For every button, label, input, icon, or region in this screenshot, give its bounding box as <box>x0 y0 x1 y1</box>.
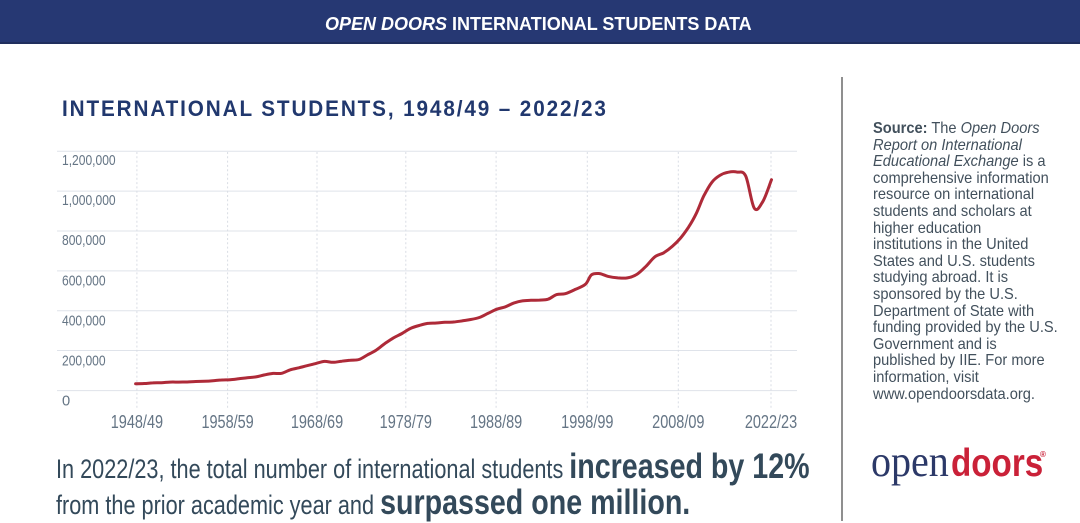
svg-text:1,000,000: 1,000,000 <box>62 193 116 209</box>
svg-text:2022/23: 2022/23 <box>745 412 797 432</box>
svg-text:600,000: 600,000 <box>62 273 106 289</box>
svg-text:0: 0 <box>62 394 70 410</box>
svg-text:1978/79: 1978/79 <box>380 412 432 432</box>
svg-text:1968/69: 1968/69 <box>291 412 343 432</box>
svg-text:400,000: 400,000 <box>62 313 106 329</box>
svg-text:800,000: 800,000 <box>62 233 106 249</box>
svg-text:1,200,000: 1,200,000 <box>62 153 116 169</box>
svg-text:200,000: 200,000 <box>62 354 106 370</box>
svg-text:1948/49: 1948/49 <box>111 412 163 432</box>
svg-text:1958/59: 1958/59 <box>201 412 253 432</box>
svg-text:1998/99: 1998/99 <box>561 412 613 432</box>
svg-text:1988/89: 1988/89 <box>470 412 522 432</box>
svg-text:2008/09: 2008/09 <box>652 412 704 432</box>
